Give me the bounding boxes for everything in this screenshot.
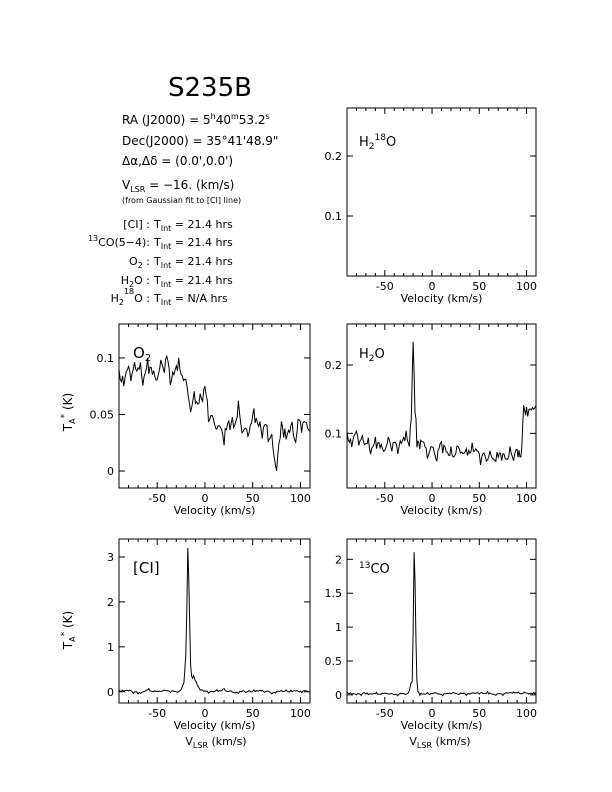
xtick-label: 100 [290, 707, 311, 720]
plot-frame-o2 [118, 323, 311, 489]
ytick-label: 2 [335, 553, 342, 566]
panel-o2: -50 0 50 100 0 0.05 0.1 Velocity (km/s) O2 [90, 323, 311, 517]
xtick-label: 100 [290, 492, 311, 505]
xaxis-label: Velocity (km/s) [401, 504, 483, 517]
ytick-label: 0 [335, 689, 342, 702]
xtick-label: 50 [472, 492, 486, 505]
integration-tint-0: TInt = 21.4 hrs [153, 218, 233, 233]
spectrum-trace-ci [119, 547, 310, 695]
species-label-h2o18: H218O [359, 133, 396, 152]
xtick-label: -50 [148, 492, 166, 505]
xtick-label: 50 [246, 492, 260, 505]
xtick-label: -50 [376, 492, 394, 505]
vlsr-note: (from Gaussian fit to [CI] line) [122, 196, 241, 205]
xtick-label: 100 [516, 492, 537, 505]
xtick-label: 50 [246, 707, 260, 720]
ra-label: RA (J2000) = 5h40m53.2s [122, 112, 270, 127]
xtick-label: 100 [516, 707, 537, 720]
panel-co13: -50 0 50 100 0 0.5 1 1.5 2 Velocity (km/s) 13CO [325, 538, 537, 732]
ylabel-ci: TA* (K) [60, 611, 77, 650]
xaxis-label: Velocity (km/s) [401, 292, 483, 305]
ytick-label: 0 [107, 686, 114, 699]
offset-label: Δα,Δδ = (0.0',0.0') [122, 154, 233, 168]
vlsr-axis-label-right: VLSR (km/s) [409, 735, 470, 750]
xtick-label: 50 [472, 707, 486, 720]
ytick-label: 1 [107, 641, 114, 654]
spectrum-trace-o2 [119, 354, 310, 472]
integration-line-0: [CI] : [123, 218, 150, 231]
xtick-label: 0 [201, 707, 208, 720]
integration-line-3: H2O : [121, 274, 150, 289]
integration-tint-2: TInt = 21.4 hrs [153, 255, 233, 270]
xtick-label: 100 [516, 280, 537, 293]
xaxis-label: Velocity (km/s) [174, 504, 256, 517]
integration-tint-4: TInt = N/A hrs [153, 292, 228, 307]
source-title: S235B [168, 73, 252, 103]
ylabel-o2: TA* (K) [60, 393, 77, 432]
xaxis-label: Velocity (km/s) [174, 719, 256, 732]
species-label-o2: O2 [133, 344, 151, 364]
integration-line-4: H218O : [111, 287, 150, 307]
xtick-label: 0 [429, 280, 436, 293]
xtick-label: 0 [429, 707, 436, 720]
species-label-ci: [CI] [133, 559, 160, 577]
xtick-label: -50 [376, 707, 394, 720]
ytick-label: 0.1 [97, 352, 115, 365]
ytick-label: 1 [335, 621, 342, 634]
ytick-label: 0.1 [325, 210, 343, 223]
xtick-label: 0 [429, 492, 436, 505]
vlsr-axis-label-left: VLSR (km/s) [185, 735, 246, 750]
ytick-label: 0.05 [90, 408, 115, 421]
species-label-co13: 13CO [359, 561, 390, 577]
xaxis-label: Velocity (km/s) [401, 719, 483, 732]
integration-line-2: O2 : [129, 255, 150, 270]
ytick-label: 0 [107, 465, 114, 478]
integration-tint-3: TInt = 21.4 hrs [153, 274, 233, 289]
ytick-label: 1.5 [325, 587, 343, 600]
ytick-label: 0.1 [325, 427, 343, 440]
ytick-label: 2 [107, 596, 114, 609]
vlsr-label: VLSR = −16. (km/s) [122, 178, 234, 194]
ytick-label: 3 [107, 551, 114, 564]
panel-h2o18: -50 0 50 100 0.1 0.2 Velocity (km/s) H218O [325, 107, 537, 305]
ytick-label: 0.5 [325, 655, 343, 668]
xtick-label: -50 [148, 707, 166, 720]
panel-h2o: -50 0 50 100 0.1 0.2 Velocity (km/s) H2O [325, 323, 537, 517]
xtick-label: 0 [201, 492, 208, 505]
integration-line-1: 13CO(5−4): [88, 234, 150, 249]
dec-label: Dec(J2000) = 35°41'48.9" [122, 134, 278, 148]
spectrum-trace-co13 [347, 552, 536, 697]
panel-ci: -50 0 50 100 0 1 2 3 Velocity (km/s) [CI] [107, 538, 311, 732]
spectrum-trace-h2o [347, 341, 536, 466]
ytick-label: 0.2 [325, 150, 343, 163]
xtick-label: -50 [376, 280, 394, 293]
ytick-label: 0.2 [325, 359, 343, 372]
species-label-h2o: H2O [359, 347, 385, 364]
integration-tint-1: TInt = 21.4 hrs [153, 236, 233, 251]
xtick-label: 50 [472, 280, 486, 293]
